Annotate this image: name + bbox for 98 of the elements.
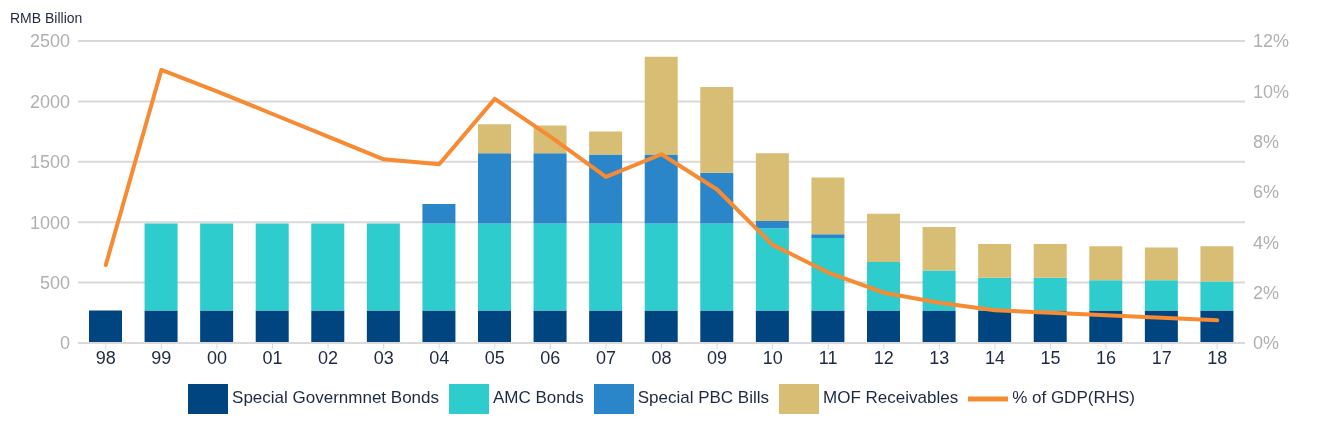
bar xyxy=(811,234,845,238)
x-tick-label: 17 xyxy=(1151,347,1172,368)
bar xyxy=(478,153,511,224)
bar xyxy=(422,204,456,224)
bar xyxy=(533,153,567,224)
y2-tick-label: 2% xyxy=(1253,283,1280,304)
bar xyxy=(755,220,789,229)
bar xyxy=(589,154,623,224)
legend-label: Special PBC Bills xyxy=(637,388,770,408)
bar xyxy=(1200,281,1234,311)
x-tick-label: 07 xyxy=(595,347,616,368)
bar xyxy=(644,154,678,224)
bar xyxy=(978,277,1012,311)
y2-tick-label: 6% xyxy=(1253,182,1280,203)
bar xyxy=(1033,243,1067,278)
bar xyxy=(1144,280,1178,311)
bar xyxy=(867,310,900,343)
x-tick-label: 01 xyxy=(262,347,283,368)
x-tick-label: 12 xyxy=(873,347,894,368)
y-tick-label: 500 xyxy=(39,272,70,293)
bar xyxy=(922,310,956,343)
bar xyxy=(644,56,678,155)
bar xyxy=(811,310,845,343)
bar xyxy=(978,310,1012,343)
x-tick-label: 14 xyxy=(984,347,1005,368)
bar xyxy=(366,310,400,343)
bar xyxy=(811,237,845,311)
x-tick-label: 16 xyxy=(1096,347,1117,368)
y-tick-label: 1500 xyxy=(29,152,70,173)
legend-label: % of GDP(RHS) xyxy=(1012,388,1135,408)
bar xyxy=(700,86,734,173)
x-tick-label: 09 xyxy=(707,347,728,368)
bar xyxy=(922,227,956,271)
bar xyxy=(644,310,678,343)
x-tick-label: 08 xyxy=(651,347,672,368)
bar xyxy=(1089,280,1123,311)
bar xyxy=(255,223,289,311)
x-tick-label: 00 xyxy=(206,347,227,368)
bar xyxy=(366,223,400,311)
y-axis-title: RMB Billion xyxy=(10,10,83,26)
x-tick-label: 04 xyxy=(429,347,450,368)
line-series xyxy=(103,67,1220,323)
legend-label: MOF Receivables xyxy=(823,388,959,408)
y2-tick-label: 12% xyxy=(1253,31,1290,52)
y2-tick-label: 4% xyxy=(1253,232,1280,253)
bar xyxy=(422,223,456,311)
bar xyxy=(1144,247,1178,281)
bar xyxy=(1200,310,1234,343)
y2-tick-label: 8% xyxy=(1253,132,1280,153)
bar xyxy=(144,310,178,343)
x-tick-label: 02 xyxy=(318,347,339,368)
legend-label: AMC Bonds xyxy=(493,388,584,408)
bar xyxy=(255,310,289,343)
bar xyxy=(533,223,567,311)
x-tick-label: 05 xyxy=(484,347,505,368)
bar xyxy=(978,243,1012,278)
x-tick-label: 98 xyxy=(95,347,116,368)
x-tick-label: 03 xyxy=(373,347,394,368)
y2-tick-label: 10% xyxy=(1253,81,1290,102)
bar xyxy=(755,310,789,343)
y-tick-label: 0 xyxy=(59,333,70,354)
legend-label: Special Governmnet Bonds xyxy=(232,388,439,408)
bar xyxy=(589,310,623,343)
bar xyxy=(89,310,122,343)
bar xyxy=(644,223,678,311)
bar xyxy=(144,223,178,311)
x-tick-label: 10 xyxy=(762,347,783,368)
bar xyxy=(700,310,734,343)
bar xyxy=(478,124,511,154)
bar xyxy=(422,310,456,343)
bar xyxy=(867,213,900,263)
x-tick-label: 15 xyxy=(1040,347,1061,368)
x-tick-label: 11 xyxy=(818,347,838,368)
y-tick-label: 2500 xyxy=(29,31,70,52)
bar xyxy=(1200,246,1234,282)
bar xyxy=(311,223,345,311)
y2-tick-label: 0% xyxy=(1253,333,1280,354)
bar xyxy=(755,228,789,311)
bar xyxy=(589,223,623,311)
y-tick-label: 2000 xyxy=(29,91,70,112)
bar xyxy=(311,310,345,343)
bar xyxy=(1033,277,1067,311)
bar xyxy=(533,310,567,343)
bar xyxy=(867,262,900,311)
x-tick-label: 13 xyxy=(929,347,950,368)
bar xyxy=(755,153,789,221)
x-tick-label: 99 xyxy=(151,347,172,368)
bar xyxy=(200,310,234,343)
bar xyxy=(200,223,234,311)
bar xyxy=(478,310,511,343)
x-tick-label: 18 xyxy=(1207,347,1228,368)
bar xyxy=(700,223,734,311)
x-tick-label: 06 xyxy=(540,347,561,368)
y-tick-label: 1000 xyxy=(29,212,70,233)
bar xyxy=(811,177,845,235)
bar xyxy=(478,223,511,311)
bar xyxy=(1089,246,1123,281)
bar xyxy=(589,131,623,155)
